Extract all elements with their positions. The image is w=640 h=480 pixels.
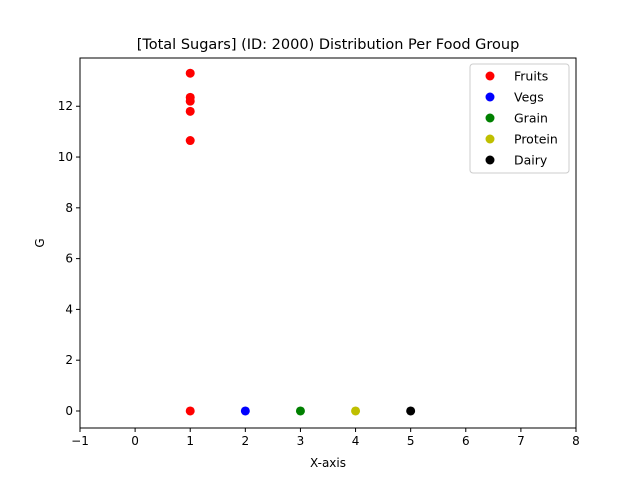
y-tick-label: 0 [65, 404, 73, 418]
x-tick-label: 7 [517, 434, 525, 448]
legend-label-dairy: Dairy [514, 153, 548, 168]
point-fruits [185, 96, 195, 106]
x-tick-label: 1 [186, 434, 194, 448]
legend-label-grain: Grain [514, 111, 548, 126]
legend-box [469, 63, 570, 174]
legend-marker-dairy [485, 155, 495, 165]
point-dairy [406, 406, 416, 416]
point-fruits [185, 106, 195, 116]
x-axis: −1 0 1 2 3 4 5 6 7 8 [71, 428, 580, 448]
legend: Fruits Vegs Grain Protein Dairy [469, 63, 570, 174]
legend-marker-vegs [485, 92, 495, 102]
y-tick-label: 6 [65, 252, 73, 266]
point-grain [295, 406, 305, 416]
x-tick-label: 0 [131, 434, 139, 448]
point-fruits [185, 136, 195, 146]
legend-marker-protein [485, 134, 495, 144]
y-tick-label: 12 [58, 99, 73, 113]
x-tick-label: 3 [297, 434, 305, 448]
x-axis-title: X-axis [310, 456, 346, 470]
legend-label-protein: Protein [514, 132, 558, 147]
x-tick-label: −1 [71, 434, 89, 448]
legend-label-vegs: Vegs [514, 90, 544, 105]
legend-label-fruits: Fruits [514, 69, 548, 84]
legend-marker-grain [485, 113, 495, 123]
legend-marker-fruits [485, 71, 495, 81]
y-axis: 0 2 4 6 8 10 12 [58, 99, 80, 418]
x-tick-label: 2 [242, 434, 250, 448]
point-vegs [240, 406, 250, 416]
y-tick-label: 8 [65, 201, 73, 215]
x-tick-label: 8 [572, 434, 580, 448]
plot-frame [79, 57, 577, 429]
point-fruits [185, 406, 195, 416]
point-fruits [185, 68, 195, 78]
y-tick-label: 4 [65, 302, 73, 316]
y-tick-label: 10 [58, 150, 73, 164]
x-tick-label: 5 [407, 434, 415, 448]
x-tick-label: 6 [462, 434, 470, 448]
point-protein [351, 406, 361, 416]
y-tick-label: 2 [65, 353, 73, 367]
plot-area [185, 68, 416, 416]
chart-title: [Total Sugars] (ID: 2000) Distribution P… [137, 37, 520, 53]
x-tick-label: 4 [352, 434, 360, 448]
y-axis-title: G [33, 238, 47, 247]
